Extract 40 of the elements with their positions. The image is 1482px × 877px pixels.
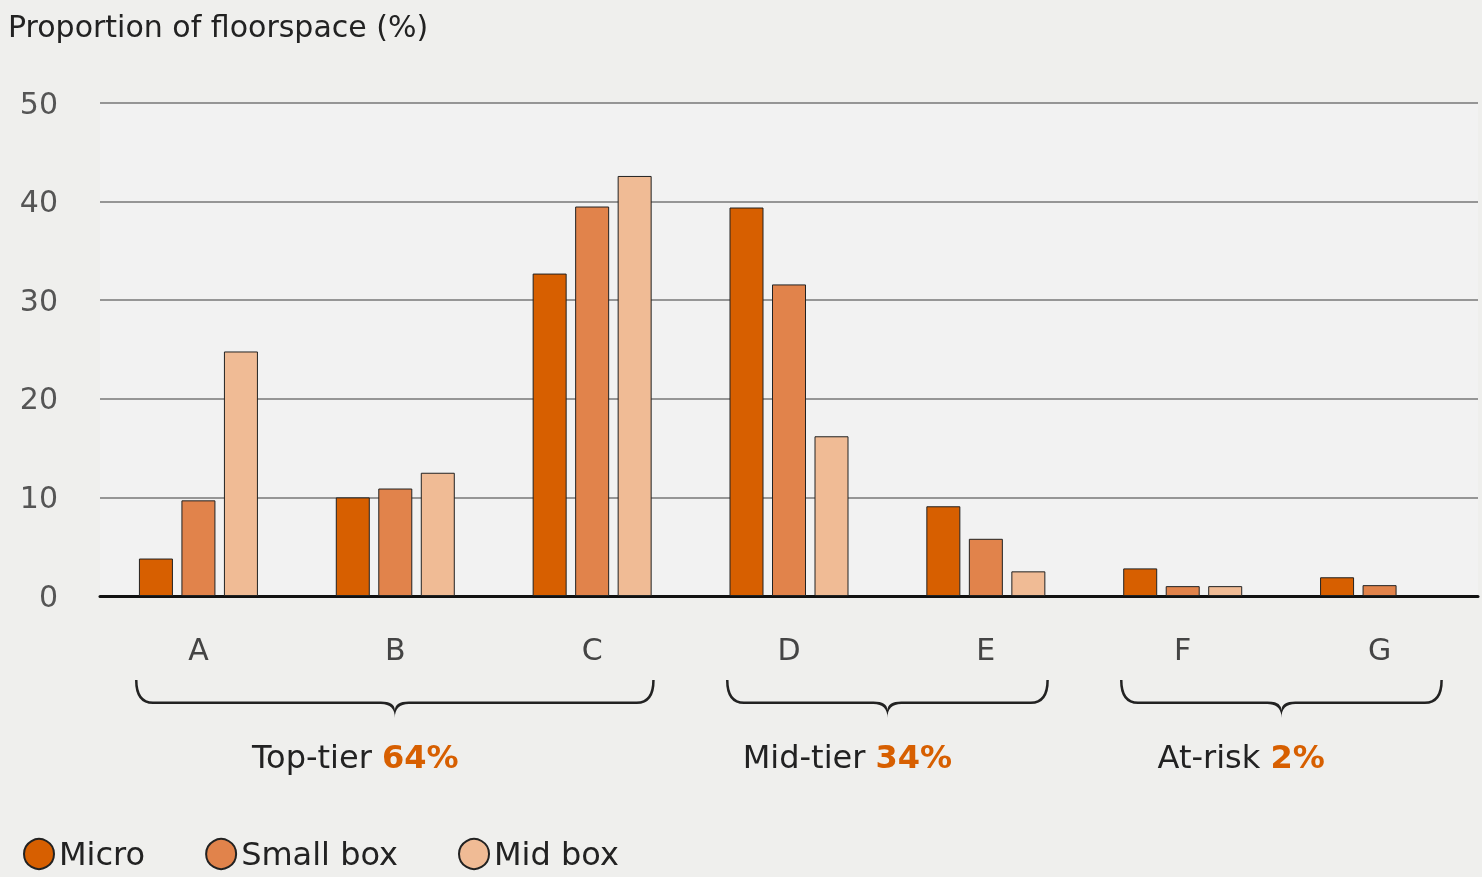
bar [814,436,849,596]
x-tick-label: B [384,631,406,667]
bar [420,472,455,596]
bar [926,506,961,596]
bar [532,273,567,596]
bar [729,207,764,596]
bar [1362,585,1397,596]
bar [772,284,806,596]
y-axis-title: Proportion of floorspace (%) [8,8,429,44]
bar [181,500,216,596]
legend-label: Micro [59,835,146,873]
x-tick-label: E [976,631,996,667]
y-tick-label: 20 [19,381,58,417]
text: Mid-tier 34% [742,738,953,776]
bar [1165,586,1200,596]
legend-label: Mid box [494,835,619,873]
x-tick-label: F [1174,631,1192,667]
bar [968,538,1003,596]
legend-label: Small box [241,835,399,873]
text: Top-tier 64% [250,738,459,776]
bar [335,497,370,596]
x-tick-label: A [188,631,210,667]
x-tick-label: D [777,631,801,667]
bar [575,206,610,596]
bar [223,351,258,596]
y-tick-label: 30 [19,282,58,318]
bar [1011,571,1046,596]
y-tick-label: 50 [19,85,58,121]
bar [1123,568,1158,596]
y-tick-label: 40 [19,184,58,220]
x-tick-label: C [581,631,603,667]
bar [138,558,173,596]
bar [1320,577,1355,596]
bar [1208,586,1243,596]
x-tick-label: G [1367,631,1392,667]
text: At-risk 2% [1157,738,1325,776]
bar [617,175,652,596]
bar [378,488,413,596]
y-tick-label: 10 [19,479,58,515]
y-tick-label: 0 [38,578,58,614]
